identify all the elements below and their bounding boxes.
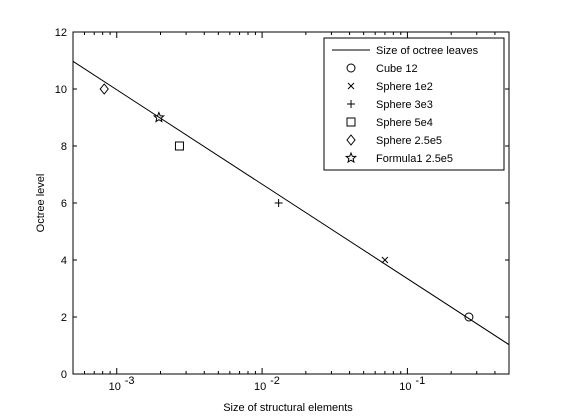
legend-marker — [346, 134, 356, 146]
data-point — [381, 256, 389, 264]
legend-label: Sphere 1e2 — [376, 81, 433, 93]
legend-marker — [346, 117, 356, 127]
y-tick-label: 6 — [61, 198, 67, 210]
y-tick-label: 4 — [61, 255, 67, 267]
x-tick-label: 10 — [399, 381, 411, 393]
y-tick-label: 2 — [61, 312, 67, 324]
legend-label: Formula1 2.5e5 — [376, 153, 453, 165]
y-tick-label: 8 — [61, 141, 67, 153]
legend-marker — [346, 63, 356, 73]
x-marker-stroke — [381, 256, 389, 264]
legend-label: Sphere 3e3 — [376, 99, 433, 111]
legend-marker — [347, 82, 355, 90]
diamond-marker — [99, 83, 109, 95]
x-tick-exponent: -2 — [270, 375, 280, 387]
legend-label: Sphere 2.5e5 — [376, 135, 442, 147]
legend-label: Size of octree leaves — [376, 45, 479, 57]
data-point — [99, 83, 109, 95]
circle-marker — [346, 63, 356, 73]
data-point — [174, 141, 184, 151]
y-tick-label: 10 — [55, 84, 67, 96]
x-axis-label: Size of structural elements — [223, 402, 353, 414]
legend-marker — [344, 151, 358, 164]
x-marker-stroke — [347, 82, 355, 90]
line-layer — [72, 60, 510, 346]
y-tick-label: 12 — [55, 27, 67, 39]
x-tick-exponent: -3 — [125, 375, 135, 387]
fit-line — [72, 60, 510, 346]
star-marker — [344, 151, 358, 164]
y-tick-label: 0 — [61, 369, 67, 381]
x-tick-exponent: -1 — [415, 375, 425, 387]
y-axis-label: Octree level — [35, 174, 47, 233]
data-point — [274, 199, 283, 207]
star-marker — [152, 111, 165, 123]
data-point — [152, 111, 165, 123]
legend-label: Sphere 5e4 — [376, 117, 433, 129]
axis-ticks: 0 2 4 6 8 10 12 10 -3 10 -2 10 -1 — [55, 27, 510, 393]
circle-marker — [464, 312, 474, 322]
legend: Size of octree leaves Cube 12 Sphere 1e2 Sp… — [323, 37, 505, 171]
legend-label: Cube 12 — [376, 63, 418, 75]
marker-layer — [99, 83, 474, 322]
square-marker — [346, 117, 356, 127]
x-tick-label: 10 — [254, 381, 266, 393]
diamond-marker — [346, 134, 356, 146]
data-point — [464, 312, 474, 322]
x-tick-label: 10 — [109, 381, 121, 393]
square-marker — [174, 141, 184, 151]
legend-marker — [347, 100, 355, 108]
